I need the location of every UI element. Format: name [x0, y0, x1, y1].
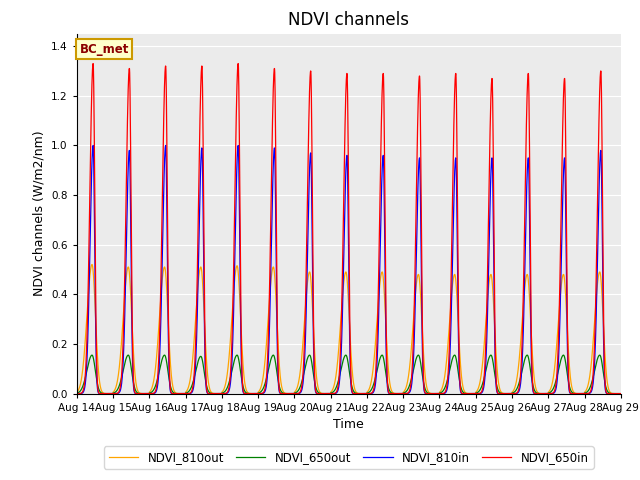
NDVI_810out	[282, 391, 289, 396]
NDVI_650out	[282, 391, 290, 396]
NDVI_650out	[548, 388, 556, 394]
NDVI_810in	[305, 179, 313, 184]
NDVI_650in	[548, 391, 556, 396]
NDVI_810out	[88, 262, 96, 267]
NDVI_650out	[168, 386, 175, 392]
NDVI_650out	[617, 391, 625, 396]
Line: NDVI_810out: NDVI_810out	[77, 264, 621, 394]
NDVI_650in	[508, 391, 516, 396]
NDVI_810out	[73, 389, 81, 395]
NDVI_650in	[135, 391, 143, 396]
NDVI_810in	[548, 391, 556, 396]
Line: NDVI_650in: NDVI_650in	[77, 63, 621, 394]
NDVI_810out	[135, 390, 143, 396]
NDVI_810in	[89, 143, 97, 148]
NDVI_650out	[73, 390, 81, 396]
NDVI_810in	[282, 391, 289, 396]
Line: NDVI_810in: NDVI_810in	[77, 145, 621, 394]
X-axis label: Time: Time	[333, 418, 364, 431]
Y-axis label: NDVI channels (W/m2/nm): NDVI channels (W/m2/nm)	[33, 131, 45, 297]
NDVI_810out	[436, 391, 444, 396]
NDVI_650in	[617, 391, 625, 396]
NDVI_650in	[282, 391, 289, 396]
NDVI_650in	[168, 390, 175, 396]
NDVI_810out	[168, 373, 175, 379]
NDVI_810out	[617, 391, 625, 396]
NDVI_810in	[73, 391, 81, 396]
NDVI_810in	[617, 391, 625, 396]
NDVI_650out	[88, 352, 96, 358]
NDVI_650out	[218, 391, 226, 396]
NDVI_650out	[305, 352, 313, 358]
NDVI_810out	[607, 390, 614, 396]
Title: NDVI channels: NDVI channels	[288, 11, 410, 29]
NDVI_810in	[436, 391, 444, 396]
Text: BC_met: BC_met	[79, 43, 129, 56]
NDVI_810out	[548, 383, 556, 388]
NDVI_810in	[135, 391, 143, 396]
NDVI_810in	[168, 390, 175, 396]
NDVI_810out	[305, 270, 313, 276]
NDVI_650out	[135, 391, 143, 396]
NDVI_810in	[607, 391, 614, 396]
NDVI_650in	[305, 103, 313, 108]
NDVI_650out	[607, 391, 614, 396]
NDVI_650in	[607, 391, 614, 396]
NDVI_650in	[89, 60, 97, 66]
Line: NDVI_650out: NDVI_650out	[77, 355, 621, 394]
NDVI_650in	[73, 391, 81, 396]
Legend: NDVI_810out, NDVI_650out, NDVI_810in, NDVI_650in: NDVI_810out, NDVI_650out, NDVI_810in, ND…	[104, 446, 594, 469]
